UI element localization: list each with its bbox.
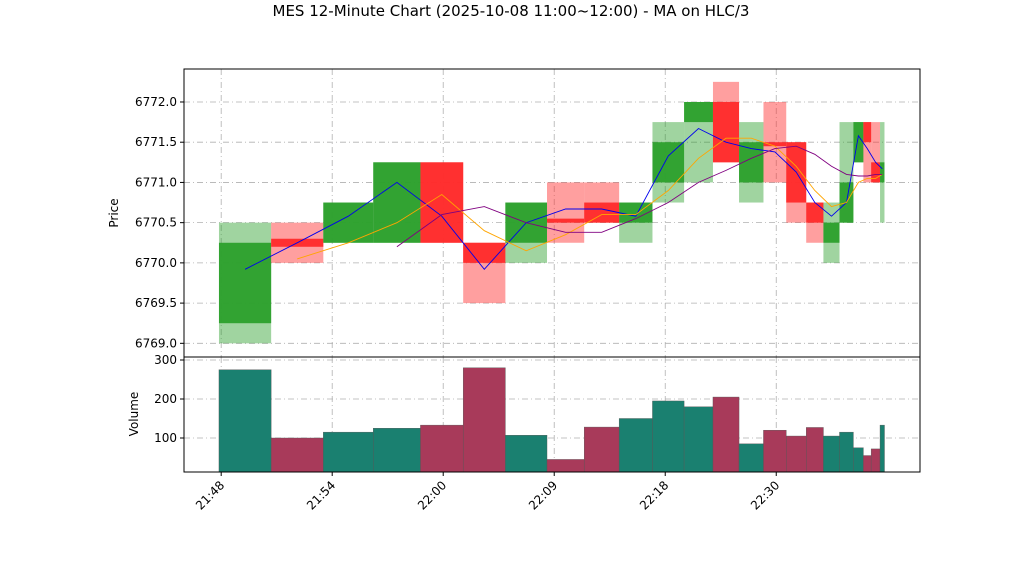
candle-body	[584, 202, 620, 223]
volume-bar	[823, 435, 840, 473]
volume-axis-label: Volume	[127, 392, 141, 437]
volume-bar	[618, 418, 653, 473]
moving-average-line	[396, 145, 883, 248]
candle-body	[420, 162, 464, 243]
x-tick-label: 21:48	[193, 478, 227, 512]
volume-panel-frame	[183, 356, 921, 473]
volume-bar	[462, 367, 506, 473]
volume-bar	[583, 426, 620, 473]
volume-bar	[853, 447, 864, 473]
candle-body	[619, 202, 653, 223]
candle-body	[763, 142, 787, 147]
y-tick-label: 6770.5	[135, 216, 177, 230]
volume-bar	[839, 431, 854, 473]
candle-body	[684, 101, 713, 123]
y-tick-label: 6769.0	[135, 336, 177, 350]
volume-bar	[863, 455, 872, 473]
volume-bar	[738, 443, 764, 473]
volume-bar	[763, 429, 787, 473]
candle-body	[853, 122, 864, 163]
volume-bar	[373, 428, 421, 473]
y-tick-label: 6770.0	[135, 256, 177, 270]
volume-bar	[712, 396, 740, 473]
volume-bar	[879, 424, 885, 473]
candle-body	[373, 162, 421, 243]
x-tick-label: 22:18	[637, 478, 671, 512]
candle-body	[547, 218, 585, 223]
volume-bar	[218, 369, 272, 473]
y-tick-label: 6772.0	[135, 95, 177, 109]
moving-average-line	[297, 137, 883, 260]
volume-bar	[420, 424, 464, 473]
volume-bar	[652, 400, 685, 473]
volume-bar	[870, 448, 881, 473]
candle-body	[806, 202, 824, 223]
x-tick-label: 22:30	[748, 478, 782, 512]
y-tick-label: 6769.5	[135, 296, 177, 310]
volume-bar	[786, 435, 807, 473]
x-tick-label: 22:00	[415, 478, 449, 512]
moving-average-line	[244, 127, 883, 270]
y-tick-label: 6771.5	[135, 135, 177, 149]
volume-bar	[270, 437, 324, 473]
candle-body	[218, 242, 272, 324]
candle-wick	[863, 122, 872, 183]
y-tick-label: 200	[154, 392, 177, 406]
y-axis-label: Price	[107, 198, 121, 227]
candle-body	[880, 162, 885, 183]
candle-body	[323, 202, 374, 243]
candle-body	[871, 162, 881, 183]
y-tick-label: 100	[154, 431, 177, 445]
chart-title: MES 12-Minute Chart (2025-10-08 11:00~12…	[273, 2, 750, 20]
candle-body	[823, 222, 840, 243]
candle-wick	[547, 182, 585, 243]
volume-bar	[546, 459, 585, 473]
x-tick-label: 22:09	[526, 478, 560, 512]
candle-wick	[871, 122, 881, 183]
candle-body	[712, 101, 740, 163]
candle-body	[863, 122, 872, 143]
volume-bar	[323, 431, 374, 473]
volume-bar	[505, 435, 548, 473]
y-tick-label: 300	[154, 353, 177, 367]
x-tick-label: 21:54	[304, 478, 338, 512]
y-tick-label: 6771.0	[135, 175, 177, 189]
volume-bar	[683, 406, 714, 473]
volume-bar	[806, 427, 824, 473]
